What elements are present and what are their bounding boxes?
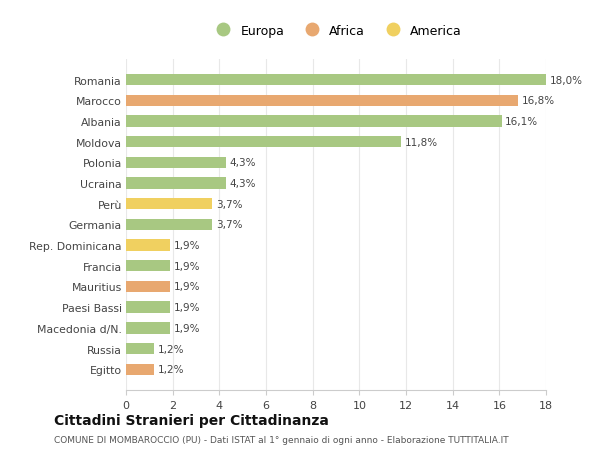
Text: 18,0%: 18,0% [550, 75, 583, 85]
Text: 3,7%: 3,7% [216, 199, 242, 209]
Text: 1,9%: 1,9% [174, 282, 200, 292]
Text: 4,3%: 4,3% [230, 179, 256, 189]
Text: 1,2%: 1,2% [157, 364, 184, 375]
Text: Cittadini Stranieri per Cittadinanza: Cittadini Stranieri per Cittadinanza [54, 414, 329, 428]
Bar [126, 261, 170, 272]
Bar [126, 75, 546, 86]
Text: 16,1%: 16,1% [505, 117, 538, 127]
Text: 16,8%: 16,8% [521, 96, 554, 106]
Legend: Europa, Africa, America: Europa, Africa, America [205, 20, 467, 43]
Bar [126, 323, 170, 334]
Bar [126, 178, 226, 189]
Bar [126, 157, 226, 168]
Text: 1,2%: 1,2% [157, 344, 184, 354]
Bar [126, 199, 212, 210]
Bar [126, 281, 170, 292]
Text: 1,9%: 1,9% [174, 323, 200, 333]
Bar [126, 343, 154, 354]
Text: 1,9%: 1,9% [174, 261, 200, 271]
Bar [126, 116, 502, 127]
Bar [126, 364, 154, 375]
Text: 3,7%: 3,7% [216, 220, 242, 230]
Bar [126, 302, 170, 313]
Bar [126, 95, 518, 106]
Text: COMUNE DI MOMBAROCCIO (PU) - Dati ISTAT al 1° gennaio di ogni anno - Elaborazion: COMUNE DI MOMBAROCCIO (PU) - Dati ISTAT … [54, 435, 509, 443]
Text: 11,8%: 11,8% [405, 137, 438, 147]
Bar [126, 240, 170, 251]
Text: 1,9%: 1,9% [174, 302, 200, 313]
Bar [126, 137, 401, 148]
Bar [126, 219, 212, 230]
Text: 4,3%: 4,3% [230, 158, 256, 168]
Text: 1,9%: 1,9% [174, 241, 200, 251]
